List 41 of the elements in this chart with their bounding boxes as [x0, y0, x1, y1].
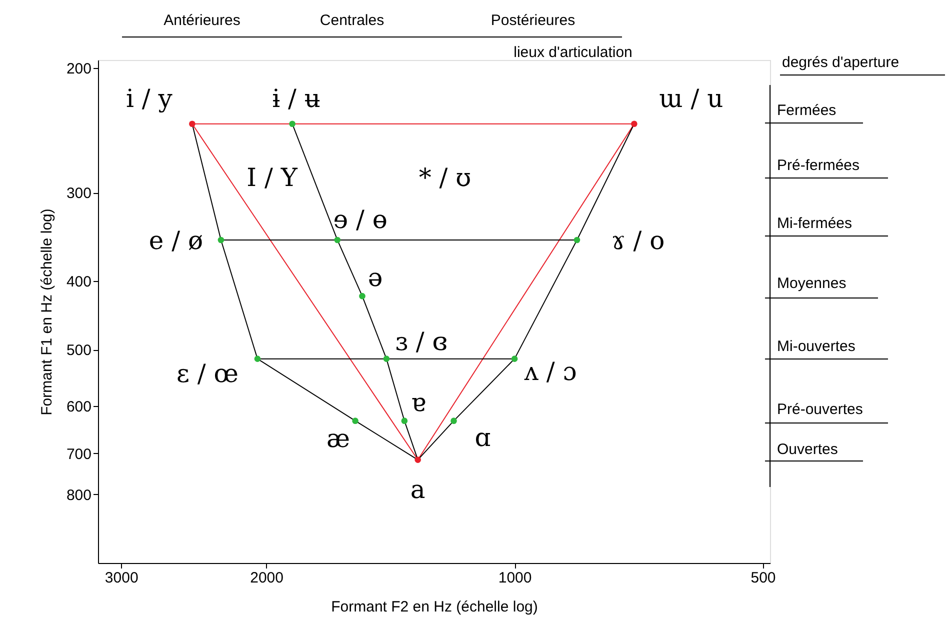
- y-tick-label: 400: [66, 274, 92, 291]
- data-label: e / ø: [148, 226, 204, 255]
- y-tick-label: 700: [66, 446, 92, 463]
- text: Pré-fermées: [777, 157, 860, 174]
- text: Postérieures: [490, 12, 576, 29]
- data-label: i / y: [126, 84, 174, 113]
- text: Pré-ouvertes: [777, 401, 863, 418]
- text: degrés d'aperture: [782, 54, 900, 71]
- text: Fermées: [777, 102, 836, 119]
- text: Mi-ouvertes: [777, 338, 856, 355]
- x-tick-label: 1000: [498, 570, 532, 586]
- annotation: * / ʊ: [418, 163, 472, 192]
- data-label: ɤ / o: [611, 226, 665, 255]
- data-label: ɐ: [410, 388, 426, 417]
- y-axis-title: Formant F1 en Hz (échelle log): [38, 208, 56, 416]
- data-label: ɯ / u: [659, 84, 724, 113]
- text: Mi-fermées: [777, 215, 852, 232]
- x-tick-label: 500: [750, 570, 776, 586]
- annotation: lieux d'articulation: [514, 44, 632, 61]
- data-label: ɜ / ɞ: [395, 326, 448, 356]
- x-tick-label: 2000: [250, 570, 284, 586]
- data-label: ɛ / œ: [176, 358, 238, 388]
- y-tick-label: 500: [66, 342, 92, 360]
- data-label: ɨ / ʉ: [272, 84, 321, 113]
- text: Antérieures: [164, 12, 240, 29]
- text: Ouvertes: [777, 441, 838, 458]
- y-tick-label: 800: [66, 486, 92, 504]
- y-tick-label: 300: [66, 185, 92, 202]
- x-tick-label: 3000: [104, 570, 138, 586]
- data-label: ʌ / ɔ: [523, 356, 577, 386]
- data-label: ɑ: [474, 422, 491, 452]
- y-tick-label: 200: [66, 60, 92, 78]
- x-axis-title: Formant F2 en Hz (échelle log): [331, 598, 538, 616]
- data-label: a: [410, 474, 426, 504]
- data-label: ɘ / ɵ: [333, 204, 388, 234]
- data-label: ə: [368, 263, 383, 292]
- text: Moyennes: [777, 275, 846, 292]
- y-tick-label: 600: [66, 398, 92, 416]
- annotation: I / Y: [246, 163, 298, 192]
- text: Centrales: [320, 12, 384, 29]
- data-label: æ: [326, 424, 350, 453]
